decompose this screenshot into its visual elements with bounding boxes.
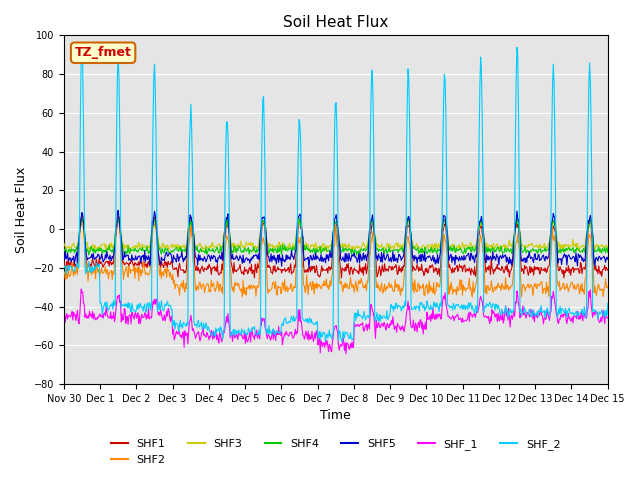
SHF4 (419, 250, 427, 255)
SHF2 (403, 242, 410, 248)
SHF_1 (403, 306, 411, 312)
Y-axis label: Soil Heat Flux: Soil Heat Flux (15, 167, 28, 253)
Line: SHF_2: SHF_2 (64, 46, 608, 342)
SHF1 (604, 267, 612, 273)
SHF2 (419, 284, 426, 289)
SHF_2 (604, 300, 612, 306)
Line: SHF5: SHF5 (64, 210, 608, 268)
SHF4 (60, 247, 68, 253)
SHF1 (211, 264, 218, 270)
SHF4 (604, 250, 612, 255)
SHF1 (251, 275, 259, 281)
SHF_2 (339, 339, 346, 345)
SHF3 (181, 245, 189, 251)
SHF4 (353, 252, 360, 258)
SHF3 (125, 245, 133, 251)
SHF1 (182, 270, 189, 276)
SHF_1 (60, 308, 68, 314)
SHF_2 (419, 305, 427, 311)
SHF4 (403, 221, 411, 227)
SHF4 (211, 250, 218, 255)
SHF4 (78, 214, 86, 219)
SHF5 (182, 253, 189, 259)
SHF5 (403, 216, 411, 222)
SHF1 (60, 256, 68, 262)
Title: Soil Heat Flux: Soil Heat Flux (283, 15, 388, 30)
SHF1 (403, 220, 411, 226)
SHF5 (211, 253, 218, 259)
SHF_2 (60, 263, 68, 268)
SHF5 (115, 207, 122, 213)
SHF4 (182, 246, 189, 252)
SHF5 (419, 253, 427, 259)
Line: SHF4: SHF4 (64, 216, 608, 255)
SHF3 (419, 243, 426, 249)
SHF_2 (70, 267, 77, 273)
SHF_1 (342, 351, 350, 357)
Line: SHF2: SHF2 (64, 216, 608, 297)
SHF_2 (211, 330, 218, 336)
SHF3 (586, 216, 593, 221)
SHF_2 (403, 98, 411, 104)
SHF_2 (78, 43, 86, 48)
Line: SHF3: SHF3 (64, 218, 608, 252)
SHF5 (127, 257, 134, 263)
SHF1 (70, 262, 77, 268)
SHF_1 (604, 314, 612, 320)
SHF2 (468, 294, 476, 300)
SHF1 (78, 212, 86, 217)
Legend: SHF1, SHF2, SHF3, SHF4, SHF5, SHF_1, SHF_2: SHF1, SHF2, SHF3, SHF4, SHF5, SHF_1, SHF… (107, 435, 565, 469)
SHF2 (604, 284, 612, 290)
SHF5 (305, 265, 313, 271)
SHF2 (182, 281, 189, 287)
Line: SHF_1: SHF_1 (64, 289, 608, 354)
SHF3 (403, 224, 410, 229)
SHF_2 (182, 324, 189, 329)
SHF_1 (127, 312, 134, 318)
SHF2 (149, 214, 157, 219)
SHF_1 (77, 286, 85, 292)
Text: TZ_fmet: TZ_fmet (75, 46, 132, 59)
SHF2 (70, 273, 77, 279)
SHF5 (70, 253, 77, 259)
SHF1 (127, 261, 134, 266)
SHF3 (60, 240, 68, 246)
SHF_2 (127, 306, 134, 312)
SHF3 (323, 250, 330, 255)
SHF5 (60, 254, 68, 260)
SHF2 (125, 264, 133, 270)
SHF_1 (419, 331, 427, 337)
SHF4 (127, 246, 134, 252)
SHF4 (70, 247, 77, 252)
SHF5 (604, 256, 612, 262)
SHF3 (210, 244, 218, 250)
SHF_1 (182, 333, 189, 339)
X-axis label: Time: Time (321, 409, 351, 422)
SHF2 (211, 286, 218, 291)
Line: SHF1: SHF1 (64, 215, 608, 278)
SHF1 (419, 268, 427, 274)
SHF_1 (70, 309, 77, 315)
SHF2 (60, 270, 68, 276)
SHF3 (70, 240, 77, 246)
SHF_1 (211, 335, 218, 341)
SHF3 (604, 246, 612, 252)
